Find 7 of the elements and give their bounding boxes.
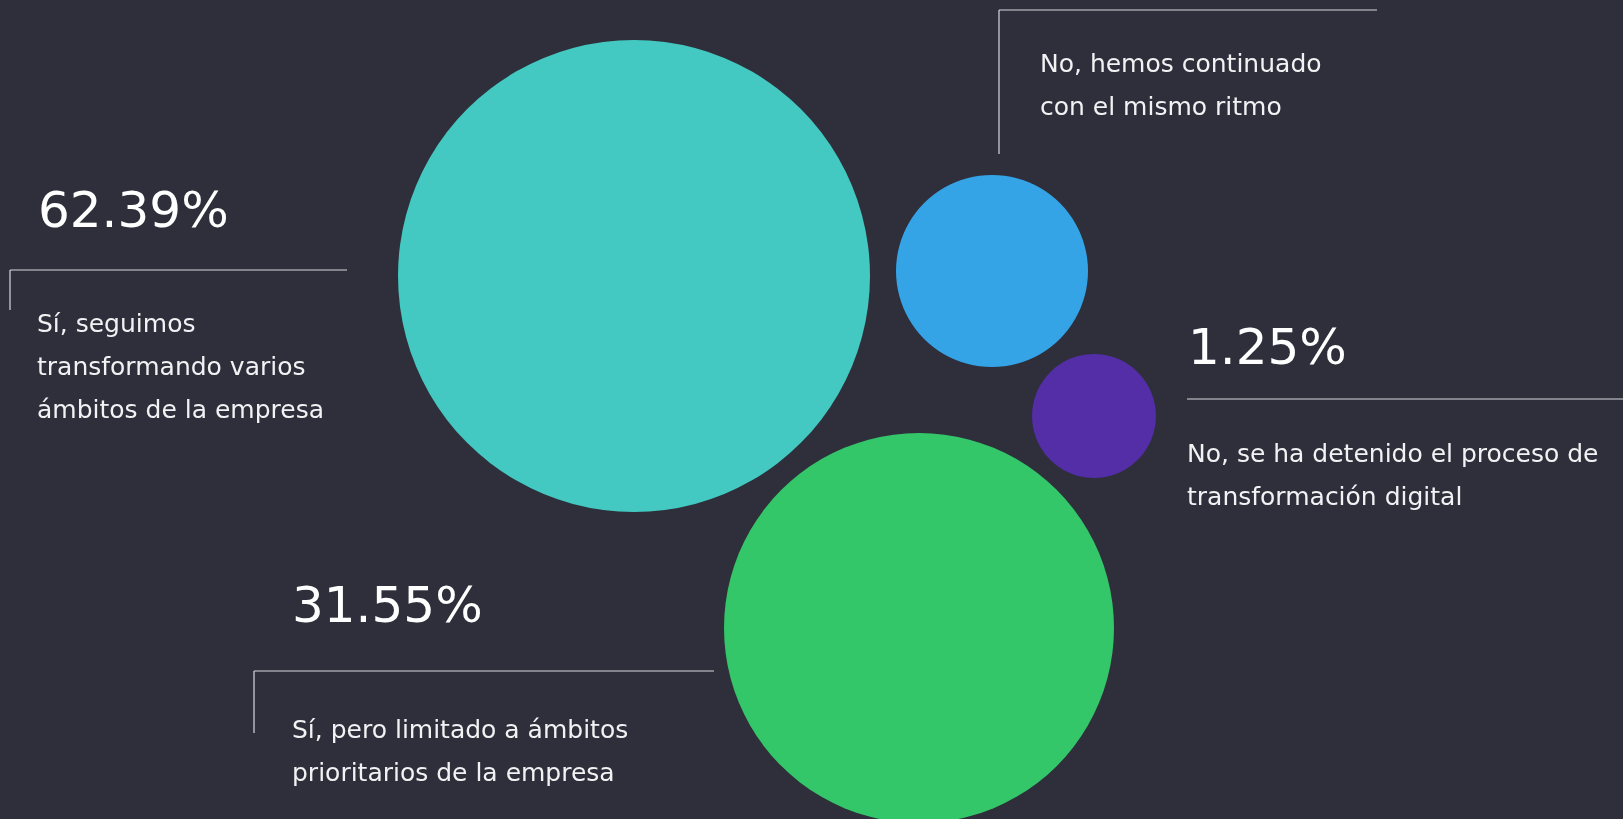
category-label: No, hemos continuado con el mismo ritmo bbox=[1040, 49, 1330, 121]
data-label: 31.55% bbox=[292, 576, 483, 634]
category-label: No, se ha detenido el proceso de transformación digital bbox=[1187, 439, 1607, 511]
category-label: Sí, seguimos transformando varios ámbitos de la empresa bbox=[37, 309, 325, 424]
data-label: 62.39% bbox=[38, 181, 229, 239]
data-label: 1.25% bbox=[1188, 318, 1347, 376]
category-label: Sí, pero limitado a ámbitos prioritarios de la empresa bbox=[292, 715, 637, 787]
